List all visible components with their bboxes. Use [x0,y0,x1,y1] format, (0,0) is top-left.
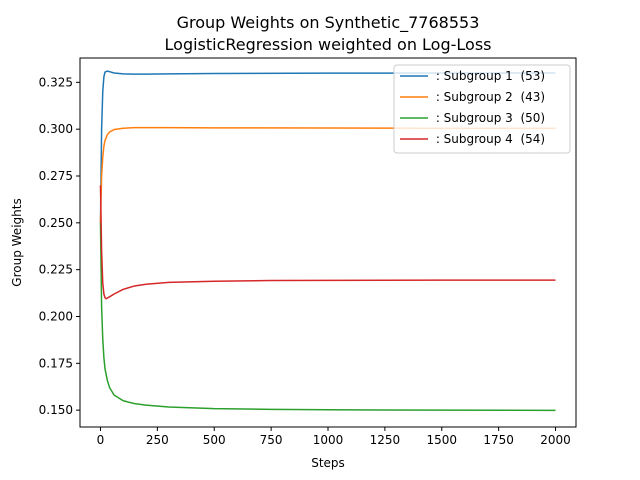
chart-title-line-1: Group Weights on Synthetic_7768553 [177,13,480,33]
y-axis-ticks: 0.150 0.175 0.200 0.225 0.250 0.275 0.300 0.325 [39,75,80,417]
x-axis-ticks: 0 250 500 750 1000 1250 1500 1750 2000 [97,427,571,447]
x-tick-label: 500 [203,433,226,447]
chart-title-line-2: LogisticRegression weighted on Log-Loss [165,35,492,54]
series-line-2 [99,126,556,223]
y-tick-label: 0.250 [39,216,73,230]
x-tick-label: 1500 [426,433,457,447]
y-tick-label: 0.225 [39,263,73,277]
legend: : Subgroup 1 (53) : Subgroup 2 (43) : Su… [393,64,571,154]
series-layer [99,70,556,412]
x-tick-label: 0 [97,433,105,447]
y-tick-label: 0.300 [39,122,73,136]
legend-label-3: : Subgroup 3 (50) [432,111,545,125]
y-tick-label: 0.325 [39,75,73,89]
x-axis-label: Steps [311,456,345,470]
legend-box [393,64,571,154]
y-tick-label: 0.175 [39,356,73,370]
legend-label-1: : Subgroup 1 (53) [432,69,545,83]
x-tick-label: 1250 [370,433,401,447]
legend-label-2: : Subgroup 2 (43) [432,90,545,104]
y-tick-label: 0.150 [39,403,73,417]
y-tick-label: 0.200 [39,309,73,323]
y-axis-label: Group Weights [10,198,24,286]
x-tick-label: 2000 [540,433,571,447]
x-tick-label: 750 [260,433,283,447]
plot-area-frame [79,57,577,428]
series-line-3 [99,222,556,412]
legend-items: : Subgroup 1 (53) : Subgroup 2 (43) : Su… [400,69,545,146]
series-line-4 [99,185,556,300]
legend-label-4: : Subgroup 4 (54) [432,132,545,146]
x-tick-label: 1000 [313,433,344,447]
series-line-1 [99,70,556,223]
y-tick-label: 0.275 [39,169,73,183]
x-tick-label: 250 [146,433,169,447]
x-tick-label: 1750 [483,433,514,447]
